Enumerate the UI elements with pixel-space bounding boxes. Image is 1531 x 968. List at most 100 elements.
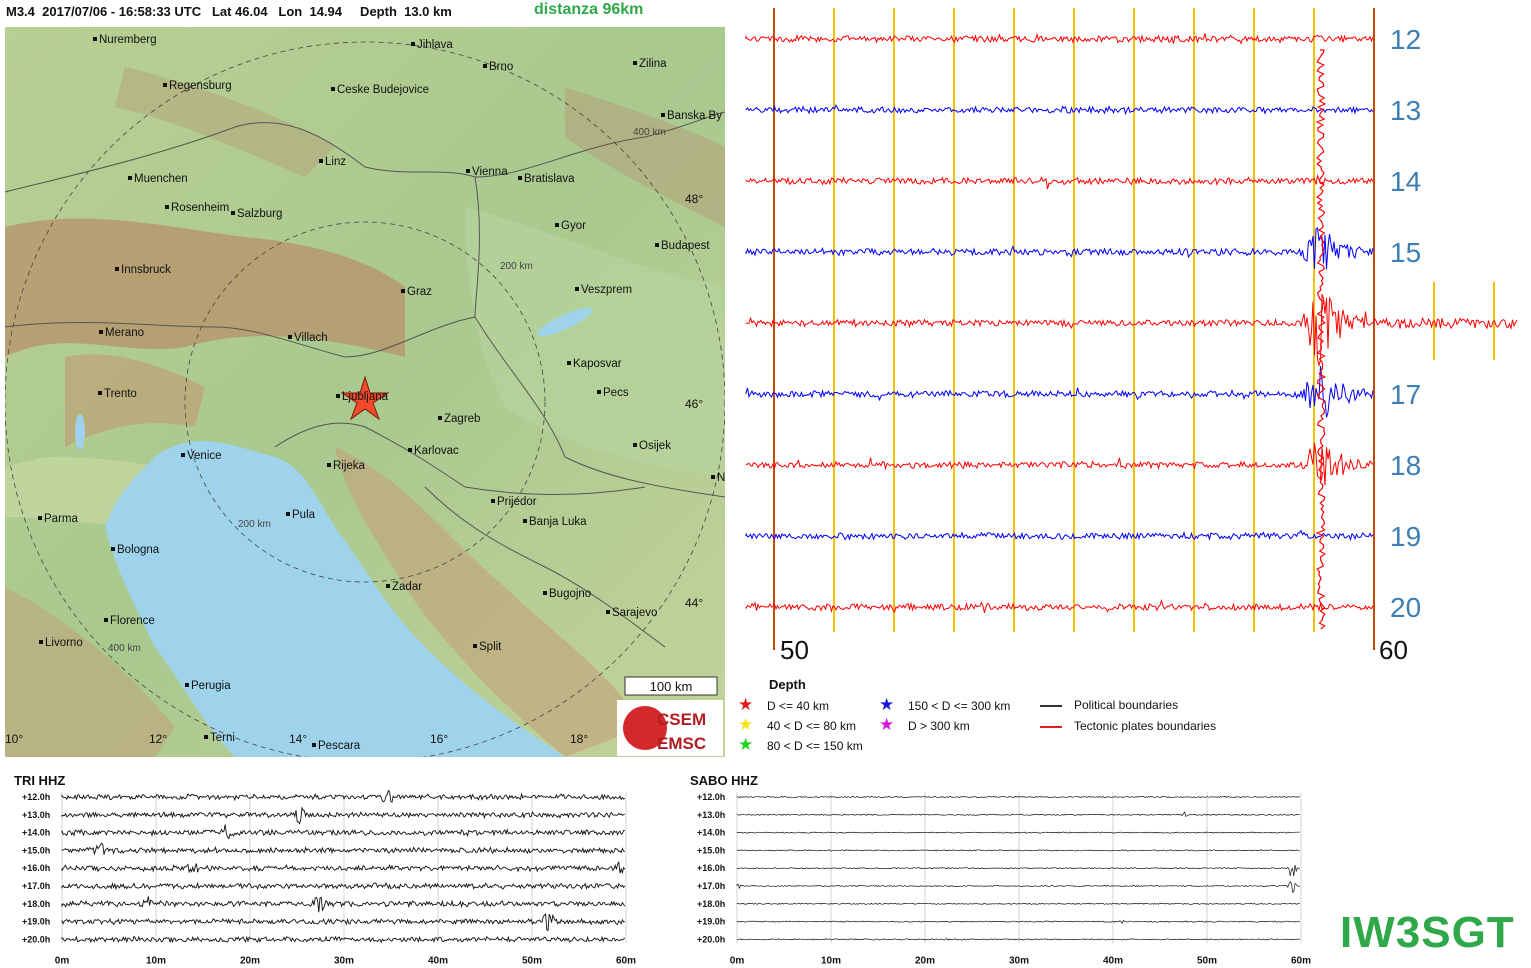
lake-garda: [75, 414, 85, 450]
border-bosnia: [424, 486, 666, 648]
legend-item-depth-4: ★ 150 < D <= 300 km: [879, 695, 1011, 714]
city-label: Karlovac: [414, 445, 459, 457]
city-label: Florence: [110, 615, 155, 627]
heli-trace: [736, 795, 1300, 799]
latitude-label: 44°: [685, 596, 703, 610]
longitude-label: 14°: [289, 732, 307, 746]
border-croatia: [274, 422, 646, 495]
city-marker-icon: [661, 113, 665, 117]
city-label: Pecs: [603, 387, 629, 399]
heli-row-label: +19.0h: [697, 917, 725, 927]
heli-trace: [61, 896, 626, 913]
seismic-trace: [745, 443, 1374, 486]
heli-row-label: +15.0h: [22, 845, 50, 855]
heli-trace: [61, 806, 625, 825]
border-austria-south: [5, 316, 476, 358]
city-marker-icon: [39, 640, 43, 644]
drum-minute-end-label: 60: [1379, 635, 1408, 665]
drum-seismogram: 12 13 14 15 17 18 19 20 50 60: [745, 8, 1518, 665]
drum-hour-label: 12: [1390, 24, 1421, 55]
heli-trace: [61, 935, 626, 944]
longitude-label: 12°: [149, 732, 167, 746]
drum-hour-labels: 12 13 14 15 17 18 19 20: [1390, 24, 1421, 623]
ring-400km: [5, 41, 725, 757]
heli-row-label: +16.0h: [697, 863, 725, 873]
city-marker-icon: [204, 735, 208, 739]
city-label: Pescara: [318, 740, 361, 752]
yellow-star-icon: ★: [738, 715, 754, 734]
city-label: Banja Luka: [529, 516, 587, 528]
city-marker-icon: [597, 390, 601, 394]
city-marker-icon: [606, 610, 610, 614]
city-marker-icon: [518, 176, 522, 180]
city-label: Budapest: [661, 240, 710, 252]
logo-globe-icon: [623, 706, 667, 750]
heli-trace: [61, 789, 626, 804]
city-label: Brno: [489, 61, 513, 73]
red-star-icon: ★: [738, 695, 754, 714]
city-marker-icon: [408, 448, 412, 452]
seismic-trace: [745, 294, 1518, 368]
city-label: Terni: [210, 732, 235, 744]
heli-trace: [736, 881, 1300, 893]
heli-row-label: +16.0h: [22, 863, 50, 873]
green-star-icon: ★: [738, 735, 754, 754]
city-marker-icon: [185, 683, 189, 687]
heli-trace: [736, 919, 1300, 924]
city-label: Ljubljana: [342, 391, 389, 403]
heli-row-label: +12.0h: [697, 792, 725, 802]
latitude-label: 48°: [685, 192, 703, 206]
drum-traces: [745, 32, 1518, 630]
city-label: Zilina: [639, 58, 667, 70]
bohemia-relief: [115, 67, 335, 177]
city-label: Trento: [104, 388, 137, 400]
city-marker-icon: [115, 267, 119, 271]
heli-x-tick: 20m: [915, 955, 935, 966]
city-label: Regensburg: [169, 80, 232, 92]
heli-row-label: +20.0h: [697, 934, 725, 944]
heli-x-tick: 30m: [1009, 955, 1029, 966]
city-label: Vienna: [472, 166, 508, 178]
legend-item-depth-1: ★ D <= 40 km: [738, 695, 830, 714]
drum-hour-label: 17: [1390, 379, 1421, 410]
heli-x-tick: 20m: [240, 955, 260, 966]
city-marker-icon: [98, 391, 102, 395]
city-marker-icon: [163, 83, 167, 87]
heli-trace: [61, 860, 626, 875]
seismic-trace: [745, 366, 1374, 418]
ring-distance-label: 400 km: [108, 643, 141, 654]
seismic-trace: [745, 529, 1374, 542]
city-label: Perugia: [191, 680, 231, 692]
city-label: Innsbruck: [121, 264, 171, 276]
city-label: Osijek: [639, 440, 671, 452]
city-marker-icon: [466, 169, 470, 173]
scale-bar-label: 100 km: [650, 679, 693, 694]
city-label: Parma: [44, 513, 78, 525]
helicorder-tri: TRI HHZ 0m 10m 20m 30m 40m 50m 60m +12.0h +13.0h…: [14, 773, 636, 966]
heli-trace: [61, 913, 625, 932]
logo-top-text: CSEM: [657, 710, 706, 729]
heli-row-label: +19.0h: [22, 917, 50, 927]
helicorder-title: TRI HHZ: [14, 773, 65, 788]
heli-x-tick: 30m: [334, 955, 354, 966]
heli-row-label: +13.0h: [697, 810, 725, 820]
longitude-label: 16°: [430, 732, 448, 746]
logo-bottom-text: EMSC: [657, 734, 706, 753]
legend-title: Depth: [769, 677, 806, 692]
longitude-label: 18°: [570, 732, 588, 746]
city-marker-icon: [555, 223, 559, 227]
city-marker-icon: [491, 499, 495, 503]
city-label: No: [717, 472, 725, 484]
legend-item-depth-5: ★ D > 300 km: [879, 715, 970, 734]
drum-grid: [773, 8, 1495, 650]
city-label: Bologna: [117, 544, 160, 556]
city-label: Prijedor: [497, 496, 537, 508]
heli-row-label: +17.0h: [22, 881, 50, 891]
heli-x-tick: 0m: [55, 955, 70, 966]
city-marker-icon: [99, 330, 103, 334]
city-marker-icon: [523, 519, 527, 523]
city-marker-icon: [286, 512, 290, 516]
city-marker-icon: [231, 211, 235, 215]
alps-relief: [5, 218, 405, 357]
city-label: Sarajevo: [612, 607, 657, 619]
